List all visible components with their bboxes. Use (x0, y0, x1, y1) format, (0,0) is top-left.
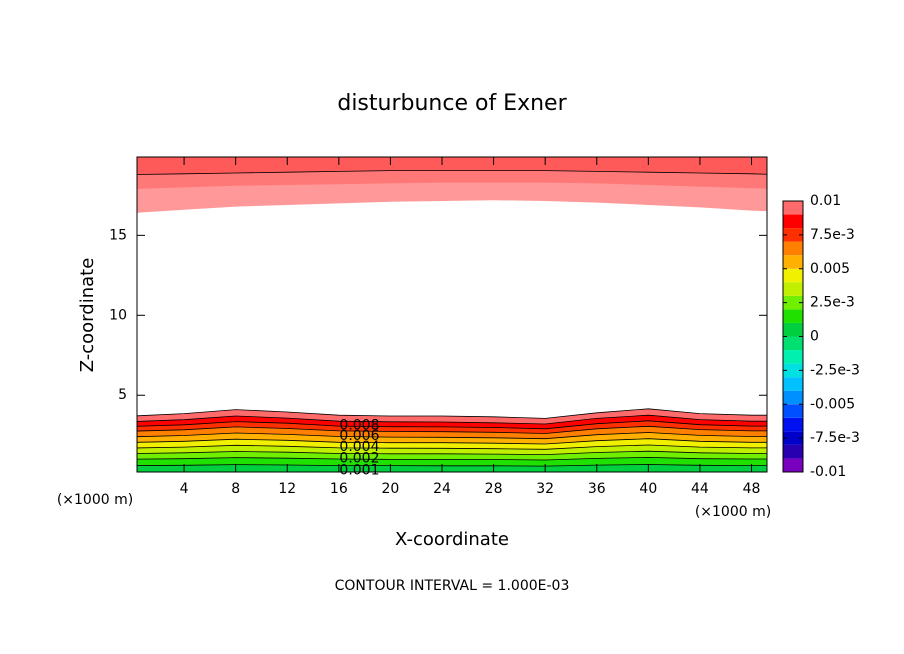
colorbar-swatch (783, 255, 803, 269)
x-tick-label: 20 (382, 481, 400, 497)
colorbar-label: 0 (810, 329, 819, 345)
plot-frame (136, 156, 768, 473)
x-tick-label: 28 (485, 481, 503, 497)
colorbar-swatch (783, 322, 803, 337)
contour-label: 0.004 (339, 439, 379, 455)
contour-label: 0.008 (339, 418, 379, 434)
colorbar-label: 2.5e-3 (810, 295, 855, 311)
contour-line (137, 408, 767, 419)
colorbar-swatch (783, 363, 803, 378)
contour-band (137, 464, 767, 472)
y-axis-label: Z-coordinate (77, 258, 98, 373)
colorbar-swatch (783, 295, 803, 310)
x-tick-label: 32 (536, 481, 554, 497)
colorbar-swatch (783, 268, 803, 283)
colorbar-swatch (783, 336, 803, 351)
contour-label: 0.001 (339, 462, 379, 478)
x-tick-label: 48 (743, 481, 761, 497)
x-unit: (×1000 m) (695, 504, 771, 520)
x-tick-label: 8 (231, 481, 240, 497)
colorbar-label: -7.5e-3 (810, 430, 860, 446)
colorbar-label: 7.5e-3 (810, 227, 855, 243)
colorbar-swatch (783, 458, 803, 472)
plot-area (137, 157, 767, 472)
colorbar-swatch (783, 377, 803, 391)
colorbar-label: -2.5e-3 (810, 362, 860, 378)
colorbar-swatch (783, 309, 803, 323)
y-tick-label: 5 (118, 387, 127, 403)
x-tick-label: 40 (639, 481, 657, 497)
colorbar-swatch (783, 417, 803, 432)
y-unit: (×1000 m) (57, 492, 133, 508)
contour-line (137, 425, 767, 434)
colorbar-label: 0.005 (810, 261, 850, 277)
contour-label: 0.006 (339, 428, 379, 444)
colorbar-label: -0.005 (810, 396, 855, 412)
x-tick-label: 12 (278, 481, 296, 497)
colorbar-swatch (783, 214, 803, 229)
x-tick-label: 4 (180, 481, 189, 497)
x-axis-label: X-coordinate (395, 529, 509, 550)
contour-line (137, 420, 767, 430)
x-tick-label: 36 (588, 481, 606, 497)
x-tick-label: 16 (330, 481, 348, 497)
y-tick-label: 10 (109, 307, 127, 323)
colorbar-swatch (783, 350, 803, 364)
contour-line (137, 456, 767, 461)
contour-line (137, 438, 767, 445)
contour-line (137, 450, 767, 456)
footer: CONTOUR INTERVAL = 1.000E-03 (335, 578, 570, 594)
colorbar-swatch (783, 228, 803, 242)
contour-line (137, 444, 767, 450)
contour-band (137, 157, 767, 175)
colorbar-swatch (783, 431, 803, 445)
colorbar-swatch (783, 390, 803, 405)
colorbar-label: -0.01 (810, 464, 846, 480)
contour-label: 0.002 (339, 450, 379, 466)
contour-line (137, 414, 767, 425)
x-tick-label: 44 (691, 481, 709, 497)
colorbar-swatch (783, 282, 803, 296)
colorbar-swatch (783, 241, 803, 256)
contour-line (137, 170, 767, 175)
x-tick-label: 24 (433, 481, 451, 497)
colorbar-label: 0.01 (810, 193, 841, 209)
y-tick-label: 15 (109, 227, 127, 243)
contour-line (137, 464, 767, 467)
colorbar-swatch (783, 201, 803, 215)
colorbar-swatch (783, 404, 803, 418)
colorbar-swatch (783, 444, 803, 459)
chart-title: disturbunce of Exner (337, 91, 567, 116)
contour-line (137, 432, 767, 440)
